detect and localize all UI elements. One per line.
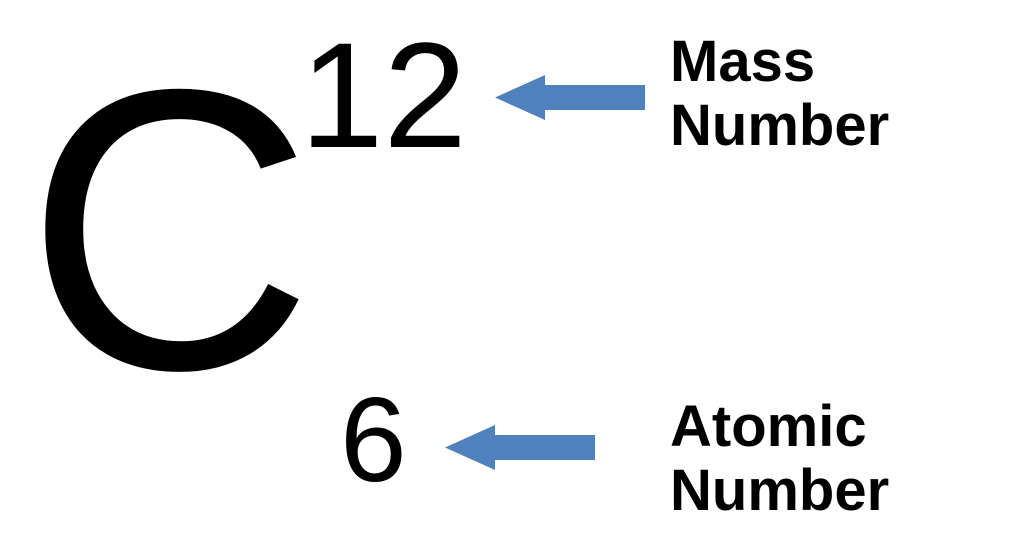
mass-label-line1: Mass [670,30,889,94]
atomic-label-line2: Number [670,459,889,523]
atomic-label-line1: Atomic [670,395,889,459]
mass-number-label: Mass Number [670,30,889,158]
atomic-number: 6 [340,380,407,500]
atomic-number-label: Atomic Number [670,395,889,523]
mass-number: 12 [300,20,467,170]
element-symbol: C [25,30,314,430]
mass-label-line2: Number [670,94,889,158]
arrow-left-icon [495,70,645,130]
arrow-left-icon [445,420,595,480]
